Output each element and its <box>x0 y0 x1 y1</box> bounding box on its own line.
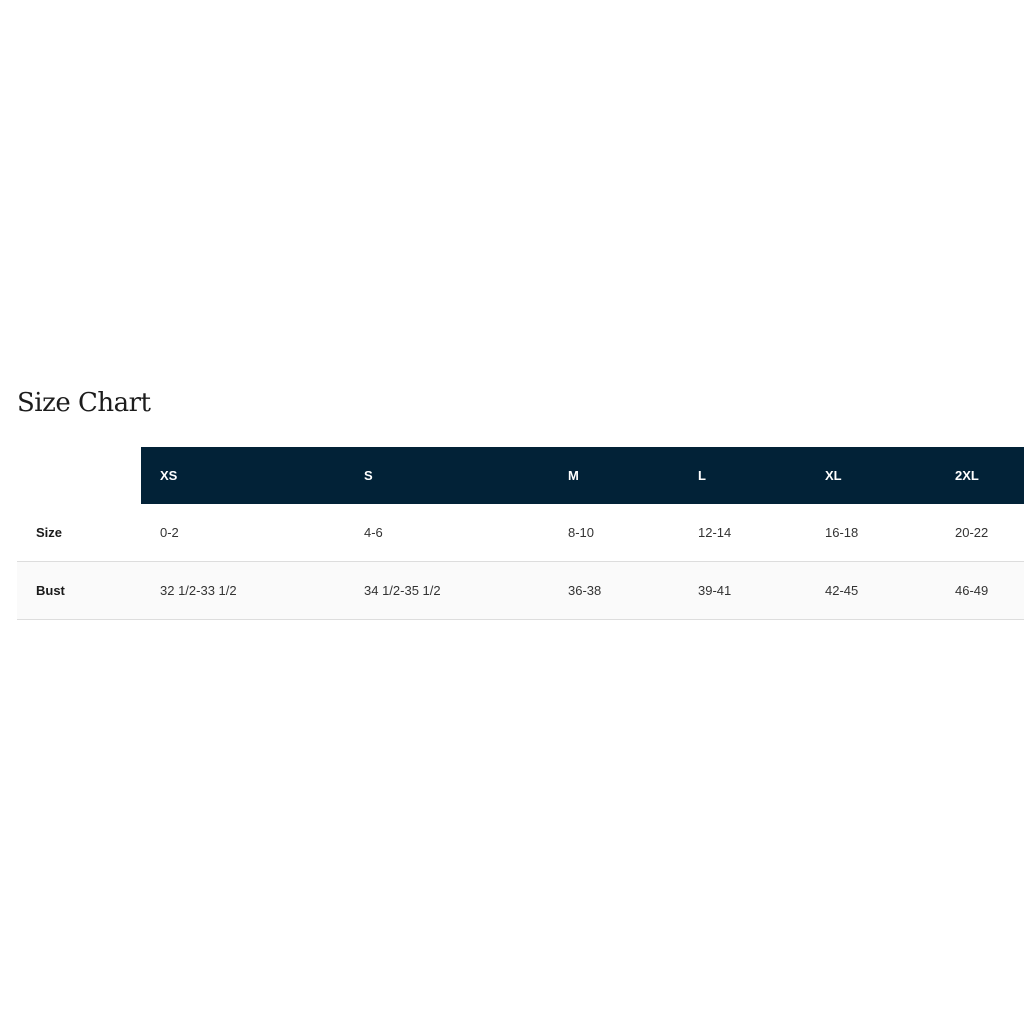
table-cell: 4-6 <box>345 504 549 562</box>
header-row: XS S M L XL 2XL <box>17 447 1024 504</box>
table-cell: 12-14 <box>679 504 806 562</box>
page-title: Size Chart <box>17 388 151 418</box>
table-cell: 46-49 <box>936 561 1024 620</box>
column-header: L <box>679 447 806 504</box>
table-cell: 32 1/2-33 1/2 <box>141 561 345 620</box>
column-header: S <box>345 447 549 504</box>
column-header: XL <box>806 447 936 504</box>
size-chart-table: XS S M L XL 2XL Size 0-2 4-6 8-10 12-14 … <box>17 447 1024 620</box>
table-row: Bust 32 1/2-33 1/2 34 1/2-35 1/2 36-38 3… <box>17 561 1024 620</box>
table-cell: 8-10 <box>549 504 679 562</box>
column-header: 2XL <box>936 447 1024 504</box>
table-cell: 39-41 <box>679 561 806 620</box>
table-cell: 36-38 <box>549 561 679 620</box>
table-cell: 20-22 <box>936 504 1024 562</box>
table-row: Size 0-2 4-6 8-10 12-14 16-18 20-22 <box>17 504 1024 562</box>
table-cell: 16-18 <box>806 504 936 562</box>
table-cell: 34 1/2-35 1/2 <box>345 561 549 620</box>
header-blank-cell <box>17 447 141 504</box>
table-cell: 0-2 <box>141 504 345 562</box>
row-label: Size <box>17 504 141 562</box>
column-header: M <box>549 447 679 504</box>
row-label: Bust <box>17 561 141 620</box>
column-header: XS <box>141 447 345 504</box>
table-cell: 42-45 <box>806 561 936 620</box>
